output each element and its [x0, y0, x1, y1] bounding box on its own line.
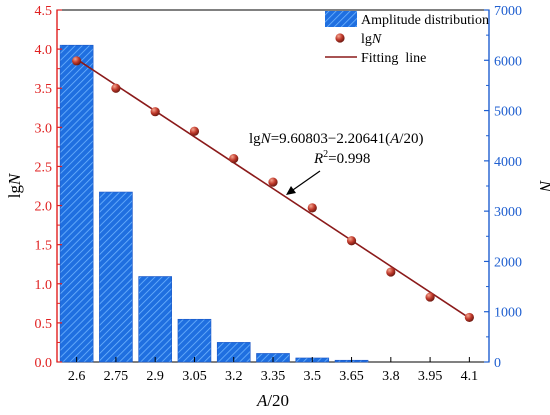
- bar: [99, 191, 133, 363]
- right-tick-label: 7000: [494, 4, 522, 19]
- legend-marker-points: [335, 33, 345, 43]
- right-tick-label: 5000: [494, 105, 522, 120]
- bar: [59, 44, 94, 363]
- x-tick-label: 3.95: [418, 369, 443, 384]
- right-tick-label: 6000: [494, 54, 522, 69]
- annotation-arrow: [289, 170, 321, 193]
- x-tick-label: 3.05: [182, 369, 207, 384]
- left-tick-label: 1.5: [35, 239, 53, 254]
- data-point: [464, 312, 474, 323]
- data-point: [150, 107, 160, 117]
- left-tick-label: 3.0: [35, 121, 53, 136]
- legend-swatch-bars: [325, 11, 357, 27]
- fit-annotation: lgN=9.60803−2.20641(A/20) R2=0.998: [249, 131, 423, 195]
- data-point: [307, 203, 317, 213]
- fit-line: [76, 58, 470, 319]
- bar: [138, 276, 172, 363]
- data-point: [229, 154, 239, 164]
- left-tick-label: 0.0: [35, 356, 53, 371]
- left-tick-label: 4.5: [35, 4, 53, 19]
- left-tick-label: 2.0: [35, 200, 53, 215]
- y-right-axis-label: N: [536, 179, 550, 193]
- legend: Amplitude distribution lgN Fitting line: [325, 11, 489, 66]
- data-point: [386, 267, 396, 277]
- y-left-axis-label: lgN: [5, 172, 24, 198]
- data-point: [189, 126, 200, 136]
- x-tick-label: 3.35: [261, 369, 286, 384]
- left-tick-label: 2.5: [35, 160, 53, 175]
- left-axis: 0.0 0.5 1.0 1.5 2.0 2.5 3.0 3.5 4.0 4.5: [35, 4, 62, 371]
- annotation-arrowhead: [286, 186, 296, 195]
- x-tick-label: 2.9: [146, 369, 164, 384]
- legend-label-bars: Amplitude distribution: [361, 13, 489, 28]
- x-tick-label: 2.75: [104, 369, 129, 384]
- right-tick-label: 1000: [494, 306, 522, 321]
- data-point: [346, 236, 357, 246]
- bar-series: [59, 44, 369, 363]
- x-tick-label: 3.65: [339, 369, 364, 384]
- legend-label-points: lgN: [361, 32, 382, 47]
- x-tick-label: 4.1: [461, 369, 479, 384]
- x-axis-label: A/20: [256, 391, 289, 410]
- right-tick-label: 4000: [494, 155, 522, 170]
- legend-label-fit: Fitting line: [361, 51, 426, 66]
- x-tick-label: 3.8: [382, 369, 400, 384]
- left-tick-label: 0.5: [35, 317, 53, 332]
- fit-line-series: [76, 58, 470, 319]
- right-axis: 0 1000 2000 3000 4000 5000 6000 7000: [484, 4, 522, 371]
- left-tick-label: 4.0: [35, 43, 53, 58]
- x-axis: 2.6 2.75 2.9 3.05 3.2 3.35 3.5 3.65 3.8 3.95 4.1: [68, 357, 478, 384]
- right-tick-label: 3000: [494, 205, 522, 220]
- data-point: [425, 292, 435, 302]
- r-squared-label: R2=0.998: [313, 149, 370, 167]
- equation-label: lgN=9.60803−2.20641(A/20): [249, 131, 423, 147]
- data-point: [268, 177, 278, 187]
- x-tick-label: 2.6: [68, 369, 86, 384]
- bar: [177, 318, 212, 363]
- left-tick-label: 1.0: [35, 278, 53, 293]
- left-tick-label: 3.5: [35, 82, 53, 97]
- x-tick-label: 3.5: [304, 369, 322, 384]
- data-point: [72, 56, 82, 66]
- scatter-series: [72, 56, 474, 323]
- right-tick-label: 2000: [494, 255, 522, 270]
- data-point: [111, 83, 121, 93]
- right-tick-label: 0: [494, 356, 501, 371]
- x-tick-label: 3.2: [225, 369, 243, 384]
